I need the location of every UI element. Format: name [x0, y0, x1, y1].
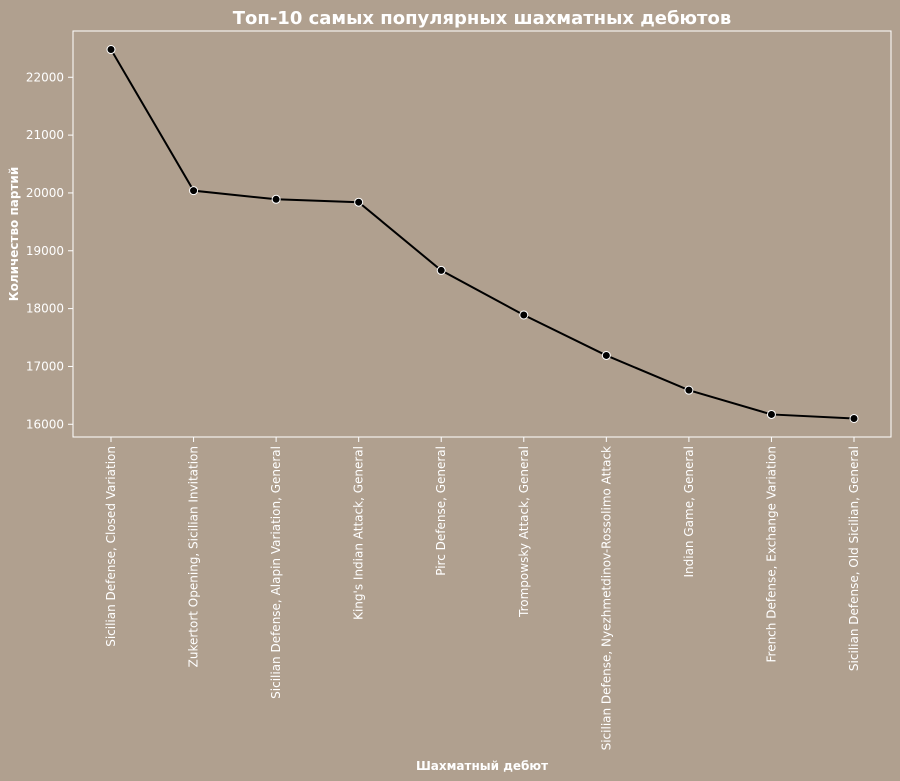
x-tick-label: Sicilian Defense, Alapin Variation, Gene…: [269, 446, 283, 699]
data-point: [684, 385, 694, 395]
x-axis-label: Шахматный дебют: [416, 759, 548, 773]
data-points: [106, 45, 859, 423]
y-tick-label: 20000: [26, 186, 64, 200]
x-tick-label: Sicilian Defense, Closed Variation: [104, 446, 118, 647]
x-tick-label: King's Indian Attack, General: [352, 446, 366, 620]
data-point: [271, 194, 281, 204]
x-tick-label: Trompowsky Attack, General: [517, 446, 531, 618]
x-axis: Sicilian Defense, Closed Variation Zukert…: [104, 437, 861, 750]
x-tick-label: Sicilian Defense, Old Sicilian, General: [847, 446, 861, 671]
x-tick-label: Indian Game, General: [682, 446, 696, 578]
data-point: [519, 310, 529, 320]
x-tick-label: Zukertort Opening, Sicilian Invitation: [187, 446, 201, 667]
y-tick-label: 17000: [26, 359, 64, 373]
data-point: [766, 409, 776, 419]
data-point: [106, 45, 116, 55]
y-tick-label: 16000: [26, 417, 64, 431]
y-tick-label: 21000: [26, 128, 64, 142]
series-line: [110, 49, 855, 420]
x-tick-label: French Defense, Exchange Variation: [764, 446, 778, 663]
data-point: [601, 350, 611, 360]
plot-frame: [72, 30, 892, 438]
y-axis: 16000 17000 18000 19000 20000 21000 22000: [26, 70, 73, 431]
x-tick-label: Pirc Defense, General: [434, 446, 448, 576]
y-tick-label: 18000: [26, 302, 64, 316]
data-point: [436, 265, 446, 275]
y-tick-label: 22000: [26, 70, 64, 84]
chart-title: Топ-10 самых популярных шахматных дебюто…: [233, 8, 732, 29]
data-point: [189, 186, 199, 196]
y-axis-label: Количество партий: [7, 167, 21, 301]
y-tick-label: 19000: [26, 244, 64, 258]
data-point: [354, 197, 364, 207]
data-point: [849, 413, 859, 423]
x-tick-label: Sicilian Defense, Nyezhmetdinov-Rossolim…: [599, 446, 613, 750]
